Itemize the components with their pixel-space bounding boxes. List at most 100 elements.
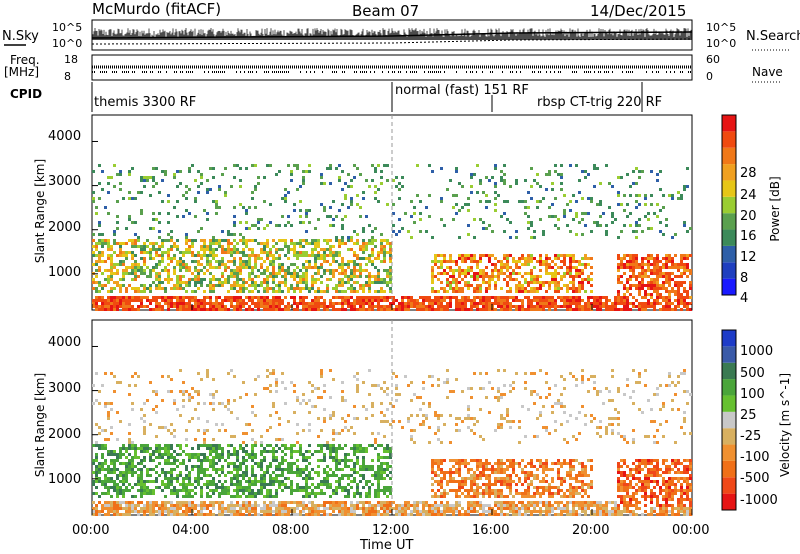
power-cell	[542, 230, 545, 233]
velocity-cell	[119, 420, 122, 423]
power-cell	[293, 263, 296, 266]
power-cell	[509, 272, 512, 275]
power-cell	[395, 299, 398, 302]
power-cell	[473, 290, 476, 293]
power-cell	[494, 302, 497, 305]
power-cell	[572, 302, 575, 305]
power-cell	[269, 221, 272, 224]
power-cell	[674, 284, 677, 287]
power-cell	[254, 224, 257, 227]
power-cell	[560, 278, 563, 281]
power-cell	[479, 254, 482, 257]
velocity-cell	[128, 471, 131, 474]
power-cell	[542, 302, 545, 305]
velocity-cell	[134, 504, 137, 507]
power-cell	[452, 272, 455, 275]
velocity-cell	[92, 402, 95, 405]
power-cell	[257, 299, 260, 302]
power-cell	[491, 263, 494, 266]
power-cell	[470, 284, 473, 287]
velocity-cell	[104, 477, 107, 480]
power-cell	[203, 251, 206, 254]
power-cell	[152, 248, 155, 251]
power-cell	[599, 200, 602, 203]
velocity-cell	[128, 384, 131, 387]
power-cell	[182, 287, 185, 290]
power-cell	[179, 269, 182, 272]
power-cell	[341, 170, 344, 173]
power-cell	[167, 299, 170, 302]
power-cell	[179, 281, 182, 284]
power-cell	[572, 281, 575, 284]
power-cell	[161, 305, 164, 308]
power-cell	[527, 290, 530, 293]
velocity-cell	[173, 429, 176, 432]
velocity-cell	[173, 489, 176, 492]
power-cell	[233, 299, 236, 302]
power-cell	[248, 260, 251, 263]
power-cell	[218, 242, 221, 245]
velocity-cell	[128, 447, 131, 450]
velocity-cell	[140, 507, 143, 510]
power-cell	[107, 191, 110, 194]
power-cell	[503, 272, 506, 275]
power-cell	[419, 212, 422, 215]
power-cell	[656, 263, 659, 266]
velocity-cell	[119, 492, 122, 495]
power-cell	[392, 212, 395, 215]
power-cell	[440, 263, 443, 266]
power-cell	[575, 233, 578, 236]
velocity-cell	[197, 417, 200, 420]
power-cell	[290, 296, 293, 299]
power-cell	[500, 302, 503, 305]
power-cell	[581, 284, 584, 287]
power-cell	[566, 308, 569, 311]
power-cell	[266, 254, 269, 257]
velocity-cell	[113, 468, 116, 471]
power-cell	[308, 164, 311, 167]
power-cell	[281, 290, 284, 293]
power-cell	[212, 236, 215, 239]
power-cell	[653, 257, 656, 260]
power-cell	[158, 296, 161, 299]
velocity-cell	[194, 504, 197, 507]
power-cell	[539, 308, 542, 311]
power-cell	[368, 305, 371, 308]
power-cell	[476, 290, 479, 293]
velocity-cell	[209, 483, 212, 486]
velocity-cell	[224, 489, 227, 492]
power-cell	[659, 188, 662, 191]
power-cell	[494, 275, 497, 278]
power-cell	[284, 188, 287, 191]
power-cell	[272, 272, 275, 275]
velocity-cell	[197, 465, 200, 468]
velocity-cell	[191, 396, 194, 399]
power-cell	[473, 278, 476, 281]
power-cell	[227, 266, 230, 269]
power-cell	[629, 269, 632, 272]
velocity-cell	[110, 402, 113, 405]
power-cell	[338, 209, 341, 212]
velocity-cell	[188, 507, 191, 510]
velocity-cell	[134, 444, 137, 447]
velocity-cell	[137, 468, 140, 471]
power-cell	[482, 302, 485, 305]
power-cell	[341, 263, 344, 266]
power-cell	[656, 290, 659, 293]
power-cell	[224, 296, 227, 299]
velocity-cell	[188, 456, 191, 459]
velocity-cell	[215, 501, 218, 504]
power-cell	[338, 242, 341, 245]
power-cell	[92, 251, 95, 254]
power-cell	[359, 275, 362, 278]
power-cell	[623, 287, 626, 290]
power-cell	[344, 281, 347, 284]
power-cell	[239, 221, 242, 224]
power-cell	[215, 254, 218, 257]
velocity-cell	[131, 486, 134, 489]
power-cell	[233, 296, 236, 299]
power-cell	[167, 281, 170, 284]
power-cell	[248, 296, 251, 299]
power-cell	[365, 269, 368, 272]
power-cell	[101, 260, 104, 263]
